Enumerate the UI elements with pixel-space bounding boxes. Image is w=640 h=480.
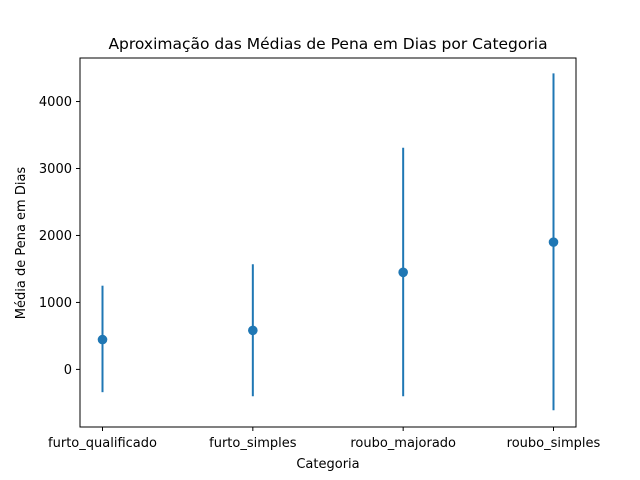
- x-axis-label: Categoria: [296, 457, 359, 472]
- y-axis-label: Média de Pena em Dias: [14, 167, 29, 320]
- x-tick-label: roubo_simples: [507, 436, 601, 451]
- y-tick-label: 3000: [39, 162, 72, 177]
- plot-area: 0 1000 2000 3000 4000 furto_qualificado furto_…: [39, 57, 601, 451]
- mean-point: [97, 334, 108, 345]
- y-tick-label: 2000: [39, 229, 72, 244]
- x-tick-label: furto_simples: [209, 436, 297, 451]
- mean-point: [248, 325, 258, 336]
- chart-title: Aproximação das Médias de Pena em Dias p…: [108, 35, 547, 53]
- y-tick-label: 1000: [39, 296, 72, 311]
- y-tick-label: 4000: [39, 95, 72, 110]
- x-tick-label: roubo_majorado: [350, 436, 456, 451]
- plot-frame: [79, 57, 577, 428]
- y-tick-label: 0: [64, 363, 72, 378]
- x-tick-label: furto_qualificado: [48, 436, 157, 451]
- mean-point: [548, 237, 559, 247]
- mean-point: [398, 267, 408, 278]
